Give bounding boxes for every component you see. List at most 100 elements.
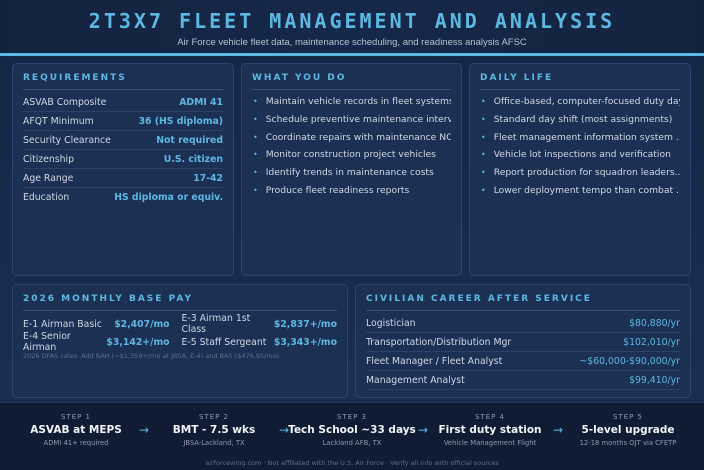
pay-note: 2026 DFAS rates. Add BAH (~$1,359+/mo at… <box>23 352 282 360</box>
requirement-label: AFQT Minimum <box>23 115 94 127</box>
requirement-label: ASVAB Composite <box>23 96 107 108</box>
civilian-salary: $99,410/yr <box>629 374 680 386</box>
bullet-icon: • <box>253 185 258 195</box>
step-title: 5-level upgrade <box>581 424 675 436</box>
civilian-title: CIVILIAN CAREER AFTER SERVICE <box>366 294 680 311</box>
header: 2T3X7 FLEET MANAGEMENT AND ANALYSIS Air … <box>0 0 704 53</box>
arrow-right-icon: → <box>279 423 290 437</box>
civilian-row: Logistician $80,880/yr <box>366 314 680 333</box>
requirement-value: U.S. citizen <box>163 153 223 165</box>
requirements-card: REQUIREMENTS ASVAB Composite ADMI 41 AFQT … <box>12 63 234 276</box>
list-item: • Coordinate repairs with maintenance NC.… <box>252 128 451 146</box>
step-number: STEP 4 <box>474 413 506 421</box>
step-subtitle: Lackland AFB, TX <box>322 439 382 447</box>
bullet-icon: • <box>253 97 258 107</box>
bullet-icon: • <box>253 132 258 142</box>
pay-value: $3,142+/mo <box>106 336 170 348</box>
civilian-job: Transportation/Distribution Mgr <box>366 336 512 348</box>
civilian-salary: $102,010/yr <box>623 336 680 348</box>
step-number: STEP 2 <box>198 413 230 421</box>
bullet-icon: • <box>253 168 258 178</box>
footer: airforcewing.com · Not affiliated with t… <box>205 459 499 467</box>
bullet-icon: • <box>253 115 258 125</box>
civilian-job: Logistician <box>366 317 416 329</box>
pay-grade-label: E-5 Staff Sergeant <box>181 336 267 348</box>
step-title: First duty station <box>438 424 542 436</box>
requirement-value: 17-42 <box>193 172 223 184</box>
step-subtitle: JBSA-Lackland, TX <box>183 439 245 447</box>
pay-grade-label: E-1 Airman Basic <box>23 318 102 330</box>
step-subtitle: Vehicle Management Flight <box>443 439 537 447</box>
requirement-label: Security Clearance <box>23 134 111 146</box>
requirement-row: Security Clearance Not required <box>23 131 223 150</box>
bullet-icon: • <box>481 185 486 195</box>
step-subtitle: 12-18 months OJT via CFETP <box>579 439 677 447</box>
list-item: • Produce fleet readiness reports <box>252 181 451 199</box>
requirement-value: Not required <box>156 134 223 146</box>
civilian-job: Fleet Manager / Fleet Analyst <box>366 355 503 367</box>
step-subtitle: ADMI 41+ required <box>43 439 109 447</box>
bullet-icon: • <box>481 97 486 107</box>
requirement-row: Citizenship U.S. citizen <box>23 150 223 169</box>
arrow-right-icon: → <box>418 423 429 437</box>
civilian-row: Fleet Manager / Fleet Analyst ~$60,000-$9… <box>366 352 680 371</box>
page-title: 2T3X7 FLEET MANAGEMENT AND ANALYSIS <box>88 9 616 33</box>
step-title: BMT - 7.5 wks <box>172 424 256 436</box>
civilian-salary: $80,880/yr <box>629 317 680 329</box>
step-number: STEP 1 <box>60 413 92 421</box>
requirement-value: 36 (HS diploma) <box>138 115 223 127</box>
daily-life-card: DAILY LIFE • Office-based, computer-focus… <box>469 63 691 276</box>
step-number: STEP 5 <box>612 413 644 421</box>
bullet-icon: • <box>481 115 486 125</box>
step-item: STEP 4 First duty station Vehicle Manageme… <box>420 413 560 447</box>
requirement-value: ADMI 41 <box>179 96 223 108</box>
list-item-text: Monitor construction project vehicles <box>265 149 436 161</box>
civilian-card: CIVILIAN CAREER AFTER SERVICE Logisticia… <box>355 284 691 398</box>
list-item: • Standard day shift (most assignments) <box>480 111 680 129</box>
list-item: • Report production for squadron leaders.… <box>480 164 680 182</box>
requirement-label: Education <box>23 192 70 203</box>
pay-card: 2026 MONTHLY BASE PAY E-1 Airman Basic $2… <box>12 284 348 398</box>
pay-value: $3,343+/mo <box>273 336 337 348</box>
requirement-label: Age Range <box>23 172 74 184</box>
bullet-icon: • <box>253 150 258 160</box>
step-item: STEP 2 BMT - 7.5 wks JBSA-Lackland, TX <box>144 413 284 447</box>
requirement-value: HS diploma or equiv. <box>114 192 223 203</box>
list-item: • Vehicle lot inspections and verificatio… <box>480 146 680 164</box>
pay-grade-label: E-3 Airman 1st Class <box>181 313 251 335</box>
civilian-row: Transportation/Distribution Mgr $102,010/… <box>366 333 680 352</box>
civilian-row: Management Analyst $99,410/yr <box>366 371 680 390</box>
career-steps: STEP 1 ASVAB at MEPS ADMI 41+ required → STE… <box>0 402 704 470</box>
list-item: • Monitor construction project vehicles <box>252 146 451 164</box>
civilian-salary: ~$60,000-$90,000/yr <box>579 355 681 367</box>
pay-title: 2026 MONTHLY BASE PAY <box>23 294 337 311</box>
list-item-text: Standard day shift (most assignments) <box>493 114 673 126</box>
bullet-icon: • <box>481 168 486 178</box>
page-subtitle: Air Force vehicle fleet data, maintenanc… <box>177 37 527 48</box>
step-item: STEP 1 ASVAB at MEPS ADMI 41+ required <box>6 413 146 447</box>
list-item: • Office-based, computer-focused duty day <box>480 93 680 111</box>
requirement-row: ASVAB Composite ADMI 41 <box>23 93 223 112</box>
what-you-do-title: WHAT YOU DO <box>252 73 451 90</box>
list-item-text: Coordinate repairs with maintenance NC..… <box>265 131 451 143</box>
requirements-title: REQUIREMENTS <box>23 73 223 90</box>
step-title: ASVAB at MEPS <box>30 424 122 436</box>
requirement-row: Education HS diploma or equiv. <box>23 188 223 207</box>
list-item: • Maintain vehicle records in fleet syste… <box>252 93 451 111</box>
bullet-icon: • <box>481 150 486 160</box>
list-item: • Identify trends in maintenance costs <box>252 164 451 182</box>
list-item-text: Schedule preventive maintenance interv..… <box>265 114 451 126</box>
list-item-text: Produce fleet readiness reports <box>265 184 410 196</box>
list-item: • Lower deployment tempo than combat ... <box>480 181 680 199</box>
list-item-text: Report production for squadron leaders..… <box>493 167 680 179</box>
step-item: STEP 5 5-level upgrade 12-18 months OJT vi… <box>558 413 698 447</box>
daily-life-title: DAILY LIFE <box>480 73 680 90</box>
header-divider <box>0 53 704 56</box>
list-item-text: Maintain vehicle records in fleet system… <box>265 96 451 108</box>
bullet-icon: • <box>481 132 486 142</box>
what-you-do-card: WHAT YOU DO • Maintain vehicle records in… <box>241 63 462 276</box>
main-content: REQUIREMENTS ASVAB Composite ADMI 41 AFQT … <box>0 56 704 402</box>
pay-value: $2,407/mo <box>114 318 170 330</box>
step-title: Tech School ~33 days <box>288 424 416 436</box>
list-item: • Schedule preventive maintenance interv.… <box>252 111 451 129</box>
